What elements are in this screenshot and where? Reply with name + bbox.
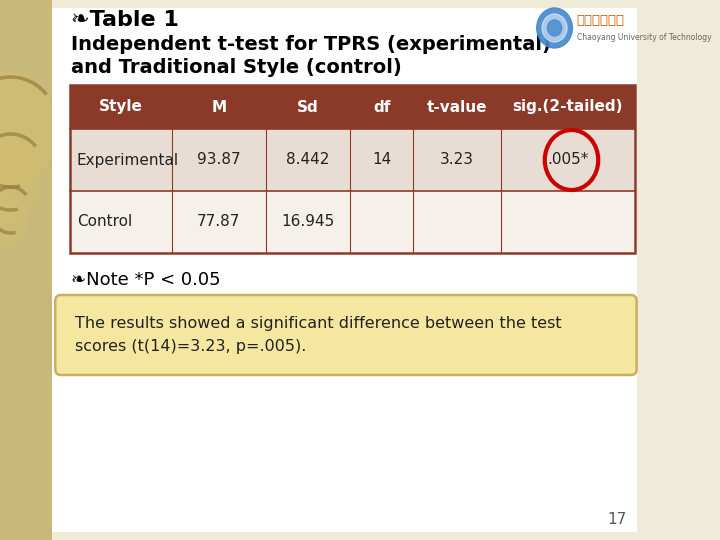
Bar: [70, 85, 635, 129]
Bar: [0, 0, 52, 540]
Text: 3.23: 3.23: [440, 152, 474, 167]
Text: Style: Style: [99, 99, 143, 114]
Text: M: M: [212, 99, 227, 114]
Text: sig.(2-tailed): sig.(2-tailed): [513, 99, 624, 114]
Text: df: df: [373, 99, 390, 114]
Circle shape: [536, 8, 572, 48]
Text: ❧Note *P < 0.05: ❧Note *P < 0.05: [71, 271, 221, 289]
Bar: [70, 191, 635, 253]
Circle shape: [0, 140, 40, 220]
Circle shape: [0, 72, 56, 188]
Circle shape: [0, 196, 27, 248]
Text: Experimental: Experimental: [76, 152, 179, 167]
Text: Independent t-test for TPRS (experimental): Independent t-test for TPRS (experimenta…: [71, 35, 552, 54]
Circle shape: [542, 14, 567, 42]
Text: Control: Control: [76, 214, 132, 230]
Text: 8.442: 8.442: [287, 152, 330, 167]
Text: t-value: t-value: [427, 99, 487, 114]
Text: 77.87: 77.87: [197, 214, 240, 230]
Text: ❧Table 1: ❧Table 1: [71, 10, 179, 30]
Text: Chaoyang University of Technology: Chaoyang University of Technology: [577, 32, 711, 42]
Bar: [70, 85, 635, 253]
Text: 17: 17: [608, 512, 627, 527]
Text: 93.87: 93.87: [197, 152, 240, 167]
Bar: [70, 129, 635, 191]
FancyBboxPatch shape: [55, 295, 636, 375]
Text: .005*: .005*: [547, 152, 589, 167]
Text: 16.945: 16.945: [282, 214, 335, 230]
Text: and Traditional Style (control): and Traditional Style (control): [71, 58, 402, 77]
Text: 14: 14: [372, 152, 391, 167]
Text: 朝陽科技大學: 朝陽科技大學: [577, 14, 625, 26]
Text: Sd: Sd: [297, 99, 319, 114]
Circle shape: [547, 20, 562, 36]
Text: The results showed a significant difference between the test
scores (t(14)=3.23,: The results showed a significant differe…: [75, 316, 562, 354]
